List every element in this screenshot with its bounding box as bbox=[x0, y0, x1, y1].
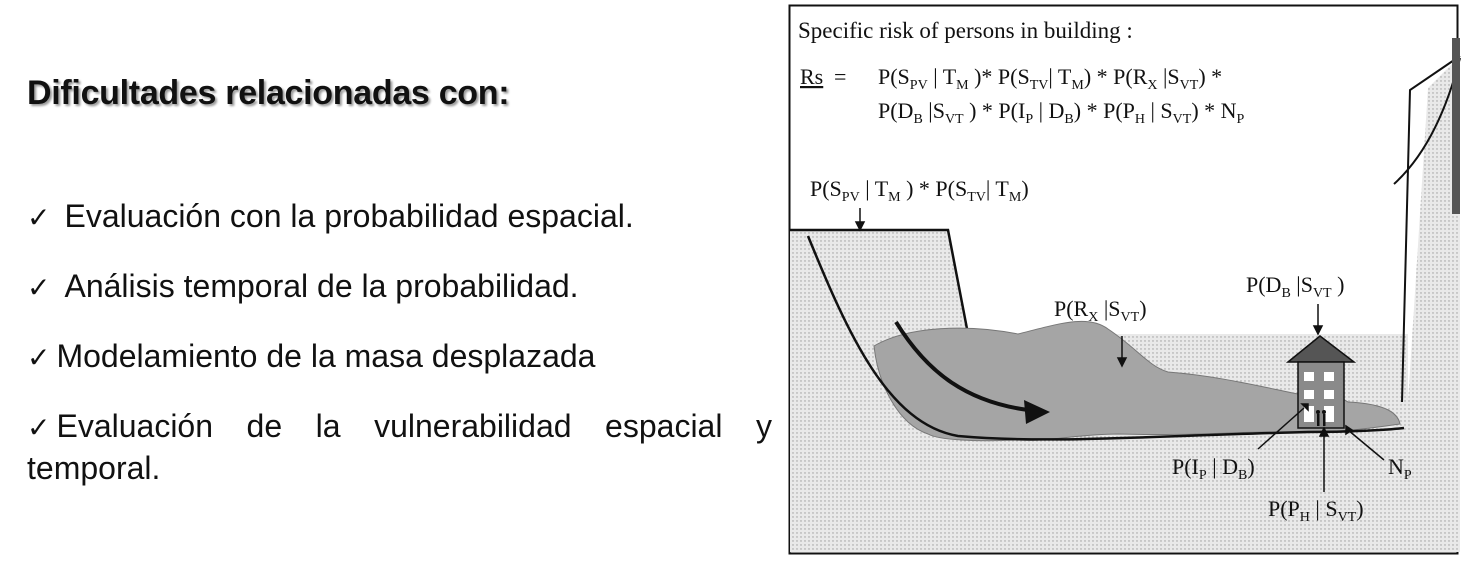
checkmark-icon: ✓ bbox=[27, 411, 51, 444]
list-item: ✓ Modelamiento de la masa desplazada bbox=[27, 336, 772, 378]
list-item-text: Análisis temporal de la probabilidad. bbox=[64, 268, 579, 304]
terrain-outline bbox=[790, 228, 970, 335]
rs-label: Rs bbox=[800, 64, 823, 89]
pointer-lines bbox=[854, 208, 1385, 492]
text-panel: Dificultades relacionadas con: ✓ Evaluaci… bbox=[27, 74, 772, 488]
list-item: ✓ Evaluación con la probabilidad espacial… bbox=[27, 196, 772, 238]
displaced-mass bbox=[873, 320, 1401, 442]
scroll-marker bbox=[1452, 38, 1460, 214]
list-item-word: Evaluación bbox=[56, 408, 214, 444]
list-item-text-line2: temporal. bbox=[27, 450, 161, 486]
rs-equals: = bbox=[834, 64, 846, 89]
flow-arrowhead bbox=[1024, 400, 1050, 424]
diagram-title: Specific risk of persons in building : bbox=[798, 18, 1133, 43]
checkmark-icon: ✓ bbox=[27, 341, 51, 374]
list-item-word: de bbox=[246, 408, 283, 444]
checkmark-icon: ✓ bbox=[27, 271, 51, 304]
formula-line-1: P(SPV | TM )* P(STV| TM) * P(RX |SVT) * bbox=[878, 64, 1222, 93]
label-runout: P(RX |SVT) bbox=[1054, 296, 1147, 325]
list-item-word: vulnerabilidad bbox=[374, 408, 572, 444]
flow-arrow bbox=[894, 320, 1029, 412]
house-icon bbox=[1285, 335, 1357, 429]
list-item: ✓ Evaluación de la vulnerabilidad espacia… bbox=[27, 406, 772, 488]
list-item-text: Evaluación con la probabilidad espacial. bbox=[64, 198, 634, 234]
landslide-risk-diagram: Specific risk of persons in building : R… bbox=[788, 4, 1461, 555]
slip-surface bbox=[806, 235, 1405, 441]
persons-icon bbox=[1316, 410, 1326, 426]
list-item-word: y bbox=[755, 408, 772, 444]
list-item-word: espacial bbox=[605, 408, 723, 444]
formula-line-2: P(DB |SVT ) * P(IP | DB) * P(PH | SVT) *… bbox=[878, 98, 1245, 127]
section-heading: Dificultades relacionadas con: bbox=[27, 74, 510, 112]
list-item: ✓ Análisis temporal de la probabilidad. bbox=[27, 266, 772, 308]
checkmark-icon: ✓ bbox=[27, 201, 51, 234]
list-item-text: Modelamiento de la masa desplazada bbox=[56, 338, 596, 374]
list-item-word: la bbox=[315, 408, 341, 444]
